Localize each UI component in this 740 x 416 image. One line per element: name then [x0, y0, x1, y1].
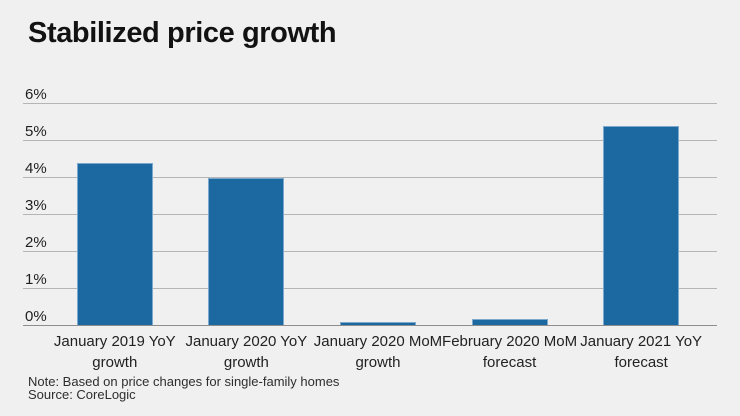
bar-january-2020-yoy-growth — [208, 178, 285, 326]
category-slot-january-2020-mom-growth: January 2020 MoM growth — [312, 104, 444, 371]
category-slot-january-2020-yoy-growth: January 2020 YoY growth — [181, 104, 313, 371]
y-tick-label-6%: 6% — [25, 86, 47, 103]
gridline-6% — [23, 103, 717, 104]
bar-chart-plot-area: January 2019 YoY growth January 2020 YoY … — [23, 86, 717, 371]
chart-source: Source: CoreLogic — [28, 387, 136, 402]
gridline-2% — [23, 250, 717, 252]
y-tick-label-4%: 4% — [25, 159, 47, 177]
x-tick-label-january-2020-mom-growth: January 2020 MoM growth — [313, 333, 443, 371]
y-tick-label-1%: 1% — [25, 271, 47, 288]
y-tick-label-5%: 5% — [25, 122, 47, 140]
x-tick-label-january-2021-yoy-forecast: January 2021 YoY forecast — [580, 333, 703, 371]
gridline-4% — [23, 176, 717, 178]
y-tick-label-3%: 3% — [25, 197, 47, 214]
chart-footer: Note: Based on price changes for single-… — [28, 375, 339, 401]
x-tick-label-january-2020-yoy-growth: January 2020 YoY growth — [185, 333, 308, 371]
y-tick-label-2%: 2% — [25, 233, 47, 251]
category-slot-february-2020-mom-forecast: February 2020 MoM forecast — [442, 104, 577, 371]
bar-january-2019-yoy-growth — [76, 163, 153, 326]
x-axis-baseline — [23, 325, 717, 326]
bar-february-2020-mom-forecast — [471, 318, 548, 326]
y-tick-label-0%: 0% — [25, 308, 47, 325]
chart-title: Stabilized price growth — [28, 17, 337, 49]
bar-january-2020-mom-growth — [339, 322, 416, 326]
chart-note: Note: Based on price changes for single-… — [28, 374, 340, 389]
gridline-3% — [23, 214, 717, 215]
gridline-1% — [23, 288, 717, 289]
x-tick-label-january-2019-yoy-growth: January 2019 YoY growth — [53, 333, 176, 371]
x-tick-label-february-2020-mom-forecast: February 2020 MoM forecast — [442, 333, 578, 371]
gridline-5% — [23, 139, 717, 141]
category-slot-january-2021-yoy-forecast: January 2021 YoY forecast — [575, 104, 707, 371]
bar-january-2021-yoy-forecast — [603, 126, 680, 326]
category-slot-january-2019-yoy-growth: January 2019 YoY growth — [49, 104, 181, 371]
bars-container: January 2019 YoY growth January 2020 YoY … — [49, 104, 707, 371]
